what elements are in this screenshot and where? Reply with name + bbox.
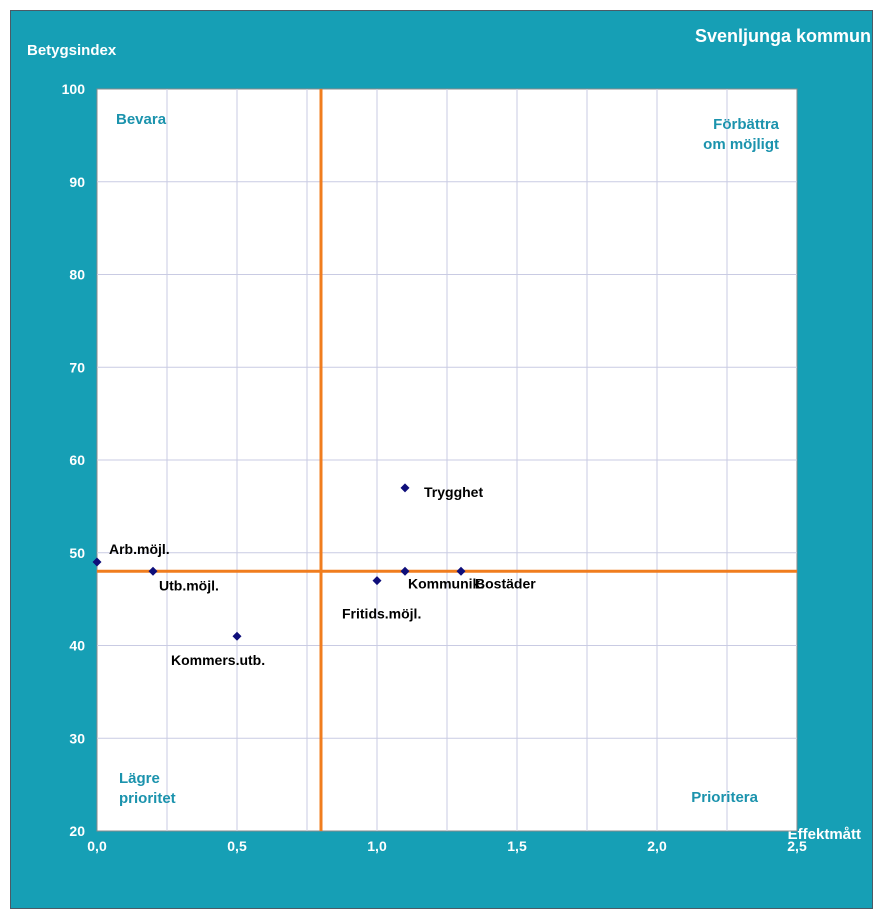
data-point-marker [372,576,382,586]
data-point-label: Bostäder [475,575,536,591]
y-tick-label: 50 [69,545,85,561]
y-tick-label: 60 [69,452,85,468]
data-point-label: Kommers.utb. [171,652,265,668]
y-tick-label: 80 [69,267,85,283]
y-tick-label: 100 [62,81,86,97]
y-tick-label: 90 [69,174,85,190]
x-tick-label: 2,0 [647,838,667,854]
y-tick-label: 20 [69,823,85,839]
x-tick-label: 2,5 [787,838,807,854]
quadrant-label-bottom-left: Lägre [119,770,160,787]
x-tick-label: 0,0 [87,838,107,854]
chart-frame: Svenljunga kommun Betygsindex Effektmått… [10,10,873,909]
y-tick-label: 40 [69,638,85,654]
y-tick-label: 30 [69,730,85,746]
y-tick-label: 70 [69,359,85,375]
x-tick-label: 1,0 [367,838,387,854]
data-point-marker [400,483,410,493]
quadrant-label-top-right: om möjligt [703,136,779,153]
x-tick-label: 0,5 [227,838,247,854]
data-point-marker [456,566,466,576]
x-axis-label: Effektmått [788,826,861,843]
data-point-marker [400,566,410,576]
data-point-label: Fritids.möjl. [342,606,421,622]
data-point-marker [232,631,242,641]
data-point-marker [92,557,102,567]
data-point-marker [148,566,158,576]
data-point-label: Trygghet [424,484,483,500]
data-point-label: Kommunik. [408,575,484,591]
y-axis-label: Betygsindex [27,42,117,59]
quadrant-label-top-right: Förbättra [713,116,779,133]
data-point-label: Arb.möjl. [109,541,170,557]
x-tick-label: 1,5 [507,838,527,854]
quadrant-label-bottom-right: Prioritera [691,789,758,806]
chart-title: Svenljunga kommun [695,26,871,46]
chart-svg: Svenljunga kommun Betygsindex Effektmått… [27,26,871,854]
quadrant-label-top-left: Bevara [116,111,167,128]
data-point-label: Utb.möjl. [159,577,219,593]
quadrant-label-bottom-left: prioritet [119,790,176,807]
